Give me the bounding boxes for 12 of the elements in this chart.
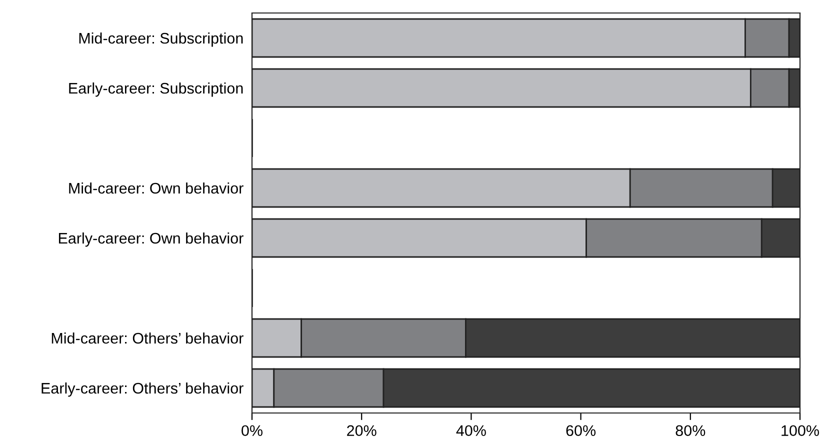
y-tick-label: Early-career: Subscription [69, 82, 243, 97]
x-tick-label: 80% [676, 425, 706, 436]
x-tick-label: 60% [566, 425, 596, 436]
y-tick-label: Mid-career: Own behavior [69, 182, 244, 194]
x-tick-label: 0% [242, 425, 262, 436]
y-tick-label: Early-career: Own behavior [58, 232, 244, 247]
x-tick-label: 40% [456, 425, 486, 436]
y-tick-label: Mid-career: Subscription [79, 32, 243, 47]
x-tick-label: 20% [347, 425, 376, 436]
y-tick-label: Mid-career: Others’ behavior [52, 332, 244, 344]
x-tick-label: 100% [782, 425, 819, 436]
y-tick-label: Early-career: Others’ behavior [42, 382, 244, 397]
